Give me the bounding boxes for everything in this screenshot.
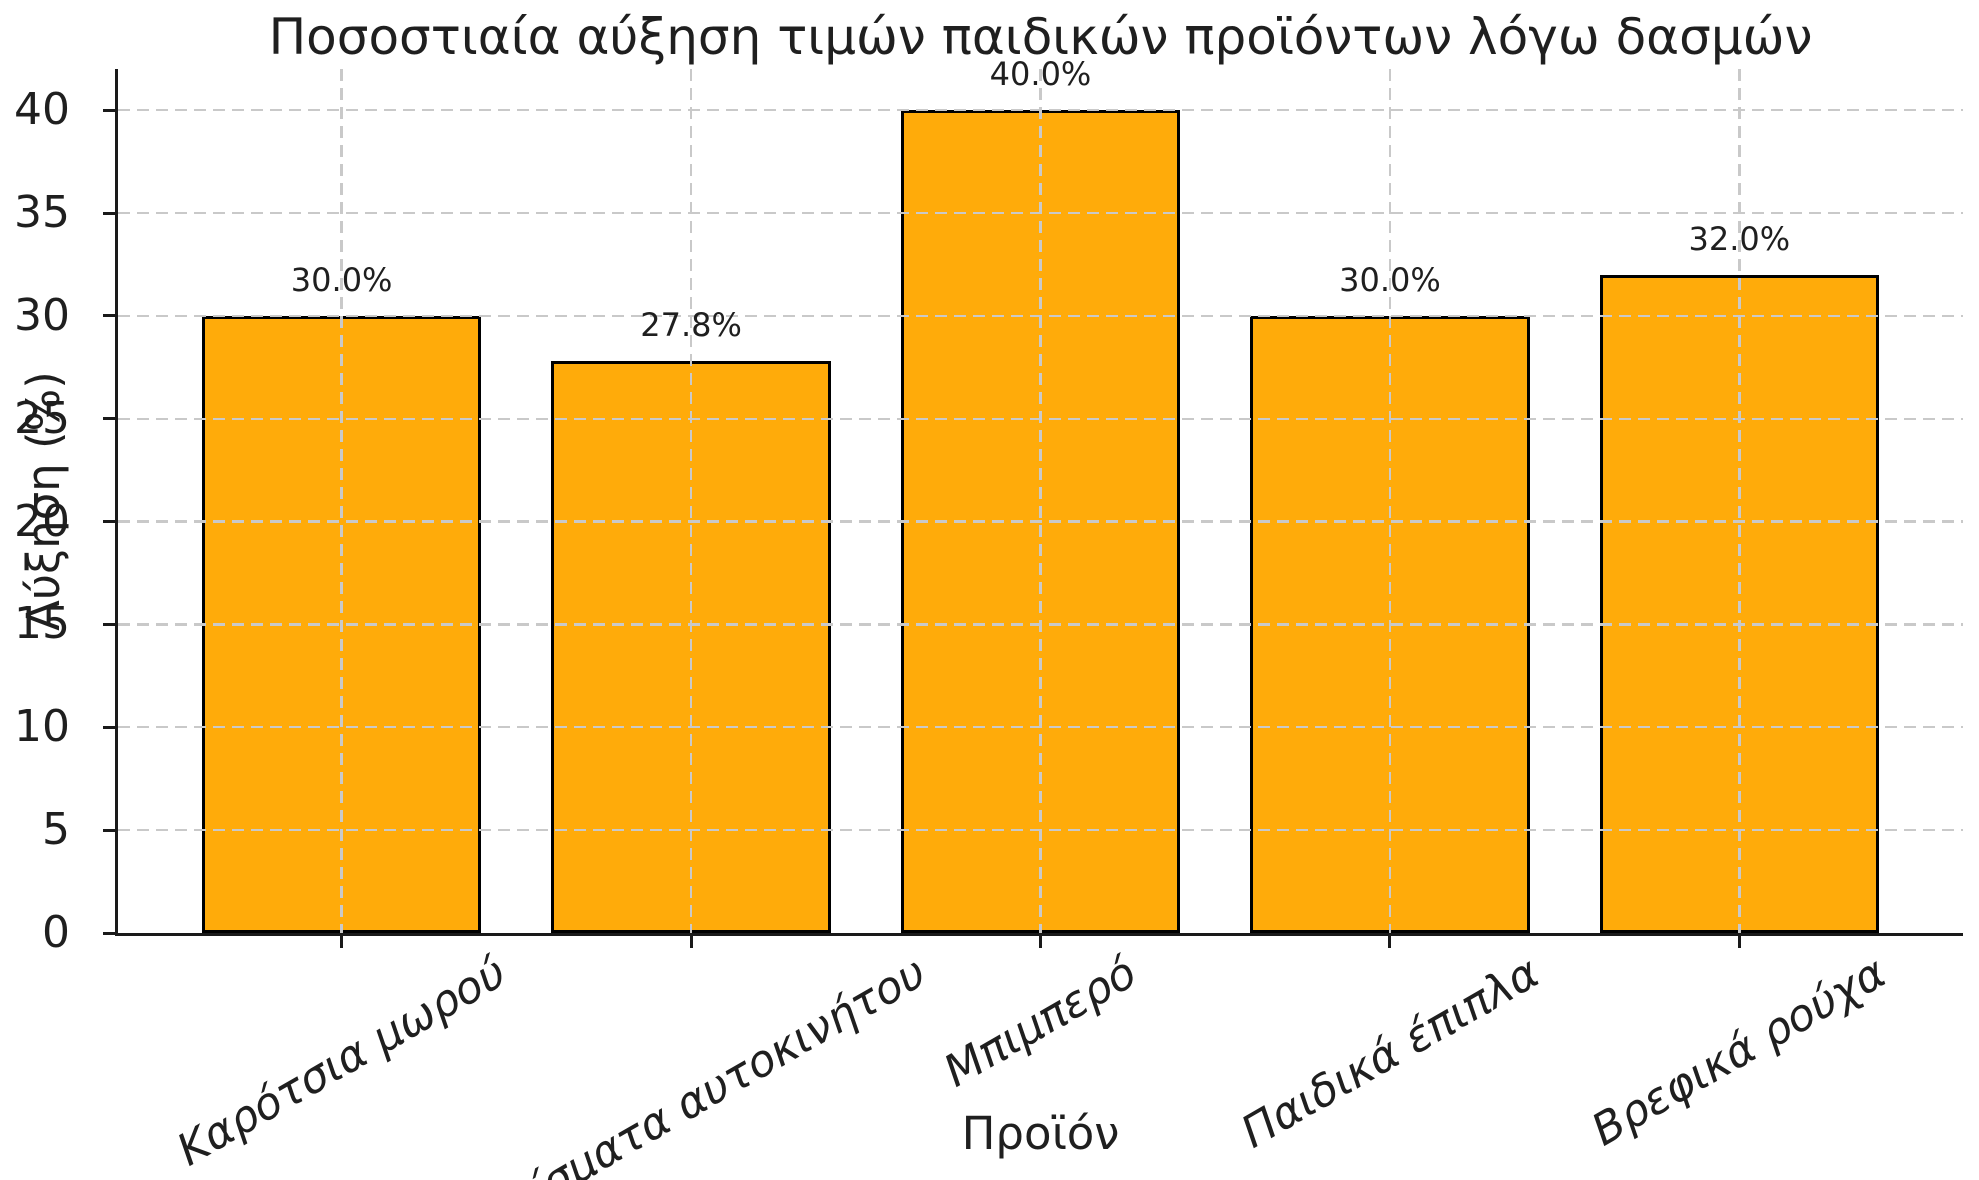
y-axis-tick — [103, 725, 115, 729]
y-axis-tick — [103, 828, 115, 832]
x-axis-tick — [689, 936, 693, 948]
x-axis-tick — [1737, 936, 1741, 948]
v-gridline — [1039, 69, 1042, 933]
y-axis-tick — [103, 211, 115, 215]
y-axis-tick — [103, 931, 115, 935]
x-axis-tick — [340, 936, 344, 948]
v-gridline — [1388, 69, 1392, 933]
y-tick-label: 25 — [14, 392, 70, 444]
y-tick-label: 10 — [14, 701, 70, 753]
chart-title: Ποσοστιαία αύξηση τιμών παιδικών προϊόντ… — [268, 8, 1813, 66]
y-tick-label: 35 — [14, 187, 70, 238]
v-gridline — [1738, 69, 1741, 933]
v-gridline — [689, 69, 693, 933]
v-gridline — [340, 69, 343, 933]
bar-value-label: 30.0% — [1339, 260, 1441, 299]
y-tick-label: 0 — [42, 907, 70, 958]
x-axis-label: Προϊόν — [961, 1107, 1120, 1160]
y-tick-label: 30 — [14, 289, 70, 341]
y-axis-tick — [103, 108, 115, 112]
bar-value-label: 30.0% — [290, 260, 393, 299]
y-axis-tick — [103, 417, 115, 421]
y-tick-label: 5 — [42, 804, 70, 856]
y-tick-label: 20 — [14, 495, 70, 547]
y-tick-label: 40 — [14, 84, 70, 136]
x-axis-spine — [115, 933, 1963, 936]
y-axis-tick — [103, 520, 115, 524]
plot-area: 0 5 10 15 20 25 30 35 40 30.0% 27.8% 40.0% 30.0% 32.0… — [14, 55, 1963, 957]
bar-value-label: 27.8% — [640, 306, 742, 345]
bar-value-label: 40.0% — [989, 55, 1092, 94]
x-axis-tick — [1388, 936, 1392, 948]
bar-value-label: 32.0% — [1688, 219, 1791, 258]
x-tick-label: Μπιμπερό — [935, 947, 1146, 1098]
y-axis-tick — [103, 622, 115, 626]
y-axis-spine — [115, 69, 118, 936]
x-axis-tick — [1039, 936, 1042, 948]
y-tick-label: 15 — [14, 598, 70, 650]
y-axis-tick — [103, 314, 115, 318]
